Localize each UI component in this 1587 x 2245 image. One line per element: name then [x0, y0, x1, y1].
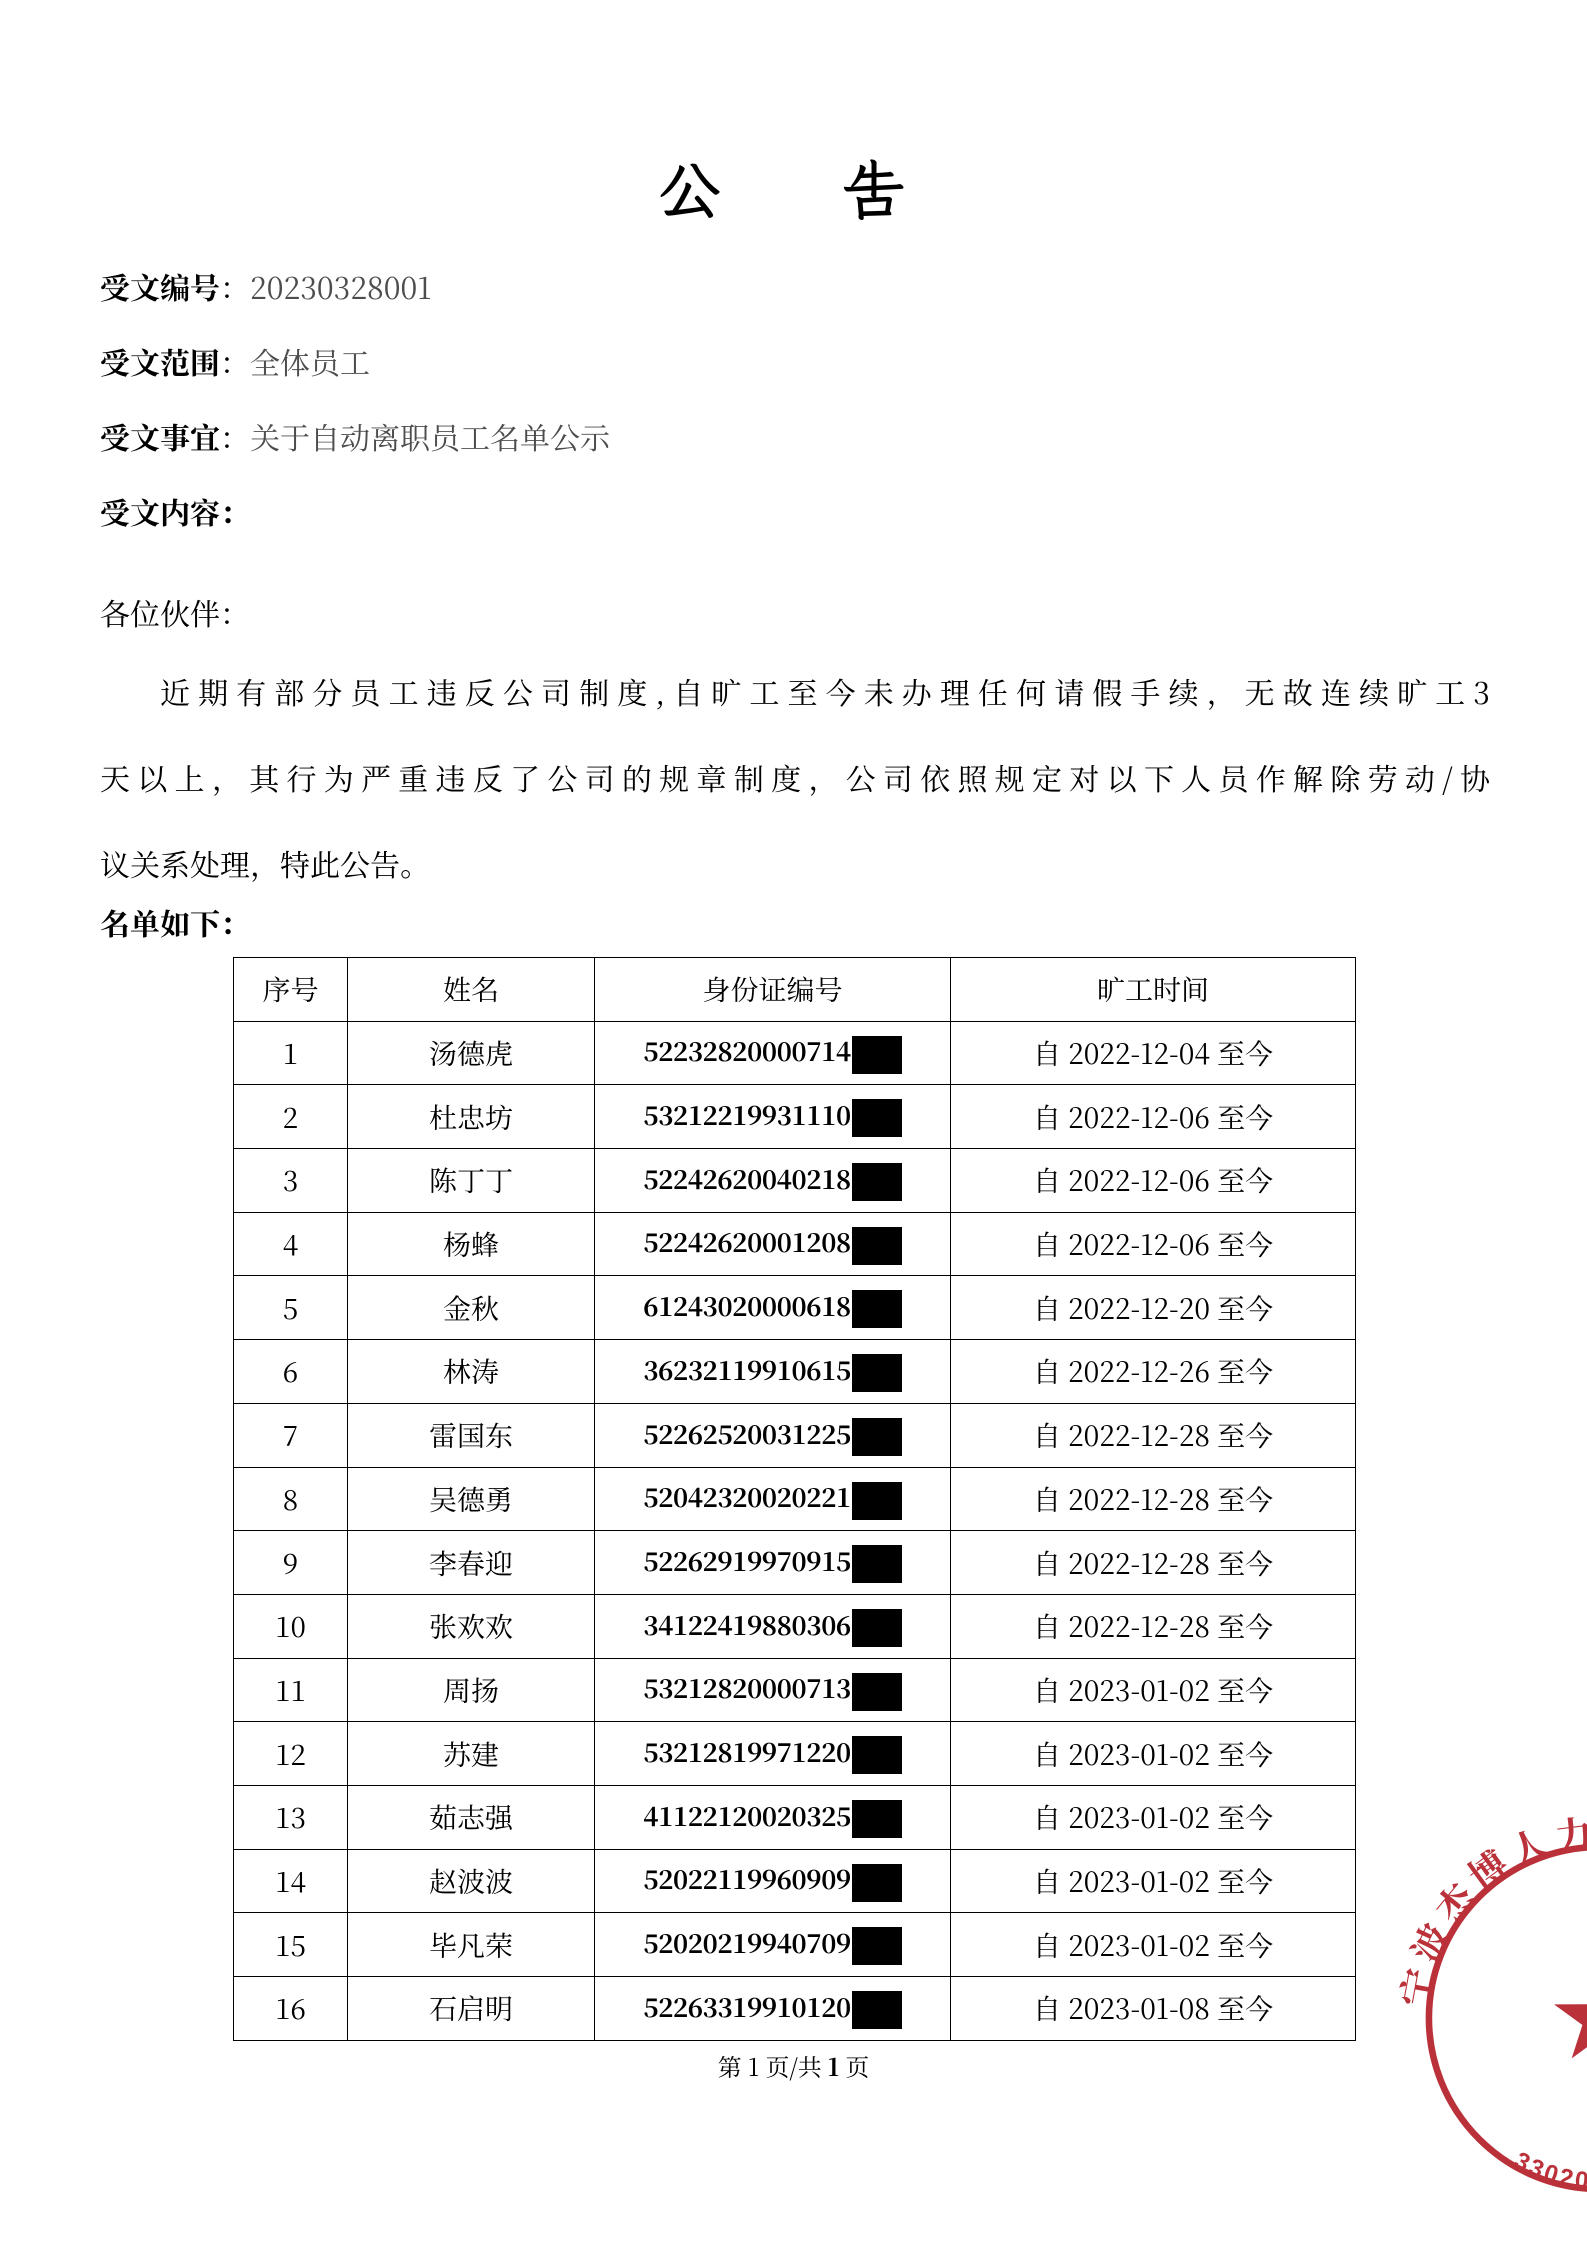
svg-text:宁波杰博人力资源有限公司: 宁波杰博人力资源有限公司	[1386, 1803, 1587, 2011]
svg-text:3302040144565: 3302040144565	[1510, 2131, 1587, 2195]
